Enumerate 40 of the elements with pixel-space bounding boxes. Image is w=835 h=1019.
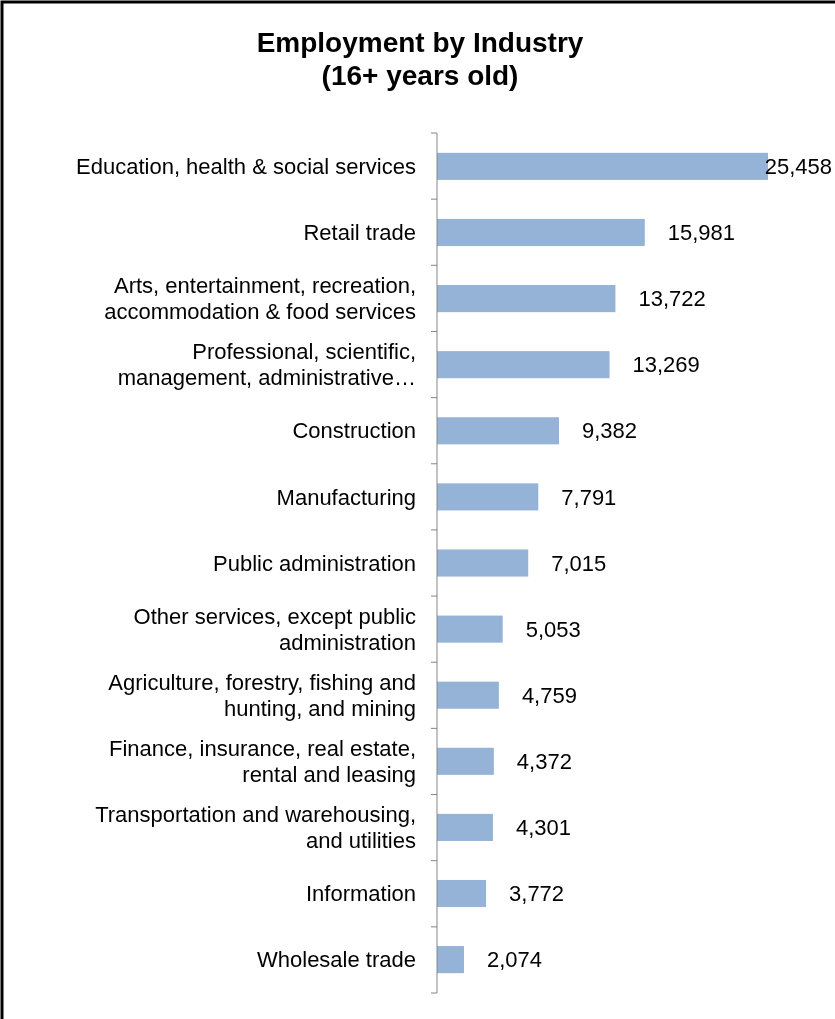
bar <box>437 285 616 313</box>
bar <box>437 879 487 908</box>
y-tick-label: Professional, scientific, management, administrative… <box>117 339 416 391</box>
data-label: 3,772 <box>509 881 565 907</box>
data-label: 2,074 <box>486 947 543 973</box>
data-label: 9,382 <box>581 418 638 444</box>
chart-title: Employment by Industry (16+ years old) <box>256 27 584 91</box>
y-tick-label: Wholesale trade <box>257 947 416 973</box>
data-label: 13,722 <box>638 286 706 312</box>
y-tick-label: Education, health & social services <box>76 154 416 180</box>
data-label: 7,015 <box>551 550 607 576</box>
bar <box>437 483 539 511</box>
y-tick-label: Construction <box>292 418 416 444</box>
bar <box>437 747 494 775</box>
y-tick-label: Information <box>305 881 416 907</box>
y-tick-label: Arts, entertainment, recreation, accommodation & food services <box>104 273 416 325</box>
bar <box>437 218 645 247</box>
data-label: 4,372 <box>516 749 572 775</box>
data-label: 15,981 <box>667 220 736 246</box>
data-label: 4,301 <box>515 815 571 841</box>
y-tick-label: Public administration <box>213 550 416 576</box>
bar <box>437 417 559 445</box>
data-label: 5,053 <box>525 616 581 642</box>
y-tick-label: Other services, except public administration <box>133 603 416 655</box>
y-tick-label: Retail trade <box>303 220 416 246</box>
data-label: 25,458 <box>764 154 832 180</box>
bar <box>437 152 768 180</box>
y-tick-label: Manufacturing <box>276 484 416 510</box>
y-tick-label: Transportation and warehousing, and utilities <box>95 802 416 854</box>
bar <box>437 946 464 974</box>
y-tick-label: Agriculture, forestry, fishing and hunting, and mining <box>108 669 416 721</box>
bar <box>437 615 503 643</box>
data-label: 7,791 <box>561 484 617 510</box>
bar <box>437 549 529 577</box>
bar <box>437 813 493 841</box>
data-label: 4,759 <box>521 682 577 708</box>
data-label: 13,269 <box>632 352 700 378</box>
bar <box>437 351 610 379</box>
y-tick-label: Finance, insurance, real estate, rental and leasing <box>109 736 416 788</box>
bar <box>437 681 499 709</box>
